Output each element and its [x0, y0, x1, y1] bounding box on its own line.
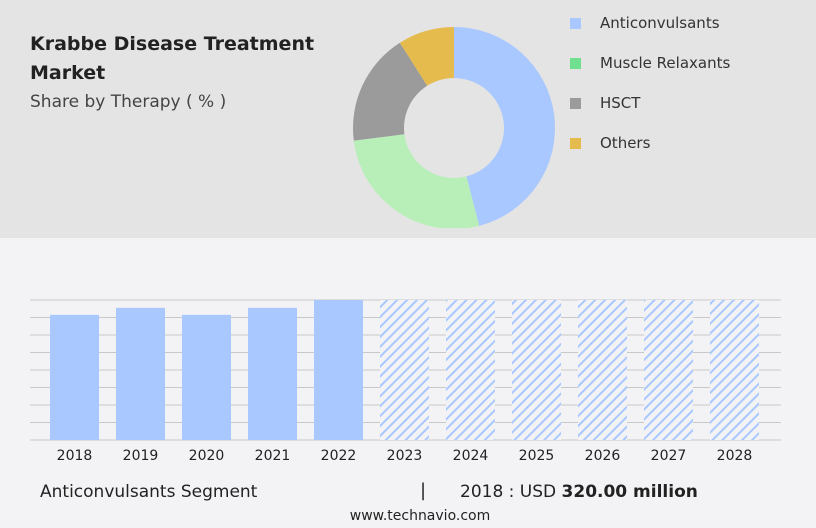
- site-url: www.technavio.com: [349, 508, 491, 524]
- year-label: 2018 : USD: [460, 482, 557, 502]
- donut-slice-anticonvulsants: [454, 27, 555, 226]
- x-tick-label: 2024: [453, 448, 489, 464]
- bar-2027: [644, 300, 693, 440]
- segment-label: Anticonvulsants Segment: [40, 482, 258, 502]
- legend-item: Anticonvulsants: [570, 14, 720, 32]
- donut-slice-hsct: [353, 42, 428, 141]
- x-tick-label: 2021: [255, 448, 291, 464]
- legend-label: Others: [600, 134, 651, 152]
- x-tick-label: 2023: [387, 448, 423, 464]
- bar-2024: [446, 300, 495, 440]
- legend-label: HSCT: [600, 94, 641, 112]
- x-tick-label: 2022: [321, 448, 357, 464]
- donut-slice-others: [399, 27, 454, 86]
- legend-label: Anticonvulsants: [600, 14, 720, 32]
- value-amount: 320.00 million: [561, 482, 698, 502]
- x-tick-label: 2027: [651, 448, 687, 464]
- legend-swatch: [570, 137, 581, 149]
- bar-2021: [248, 307, 297, 440]
- x-tick-label: 2020: [189, 448, 225, 464]
- bar-2022: [314, 300, 363, 440]
- separator: |: [420, 480, 427, 501]
- chart-subtitle: Share by Therapy ( % ): [30, 92, 227, 112]
- bar-2023: [380, 300, 429, 440]
- bar-2020: [182, 314, 231, 440]
- donut-chart: [353, 27, 555, 228]
- donut-slice-muscle-relaxants: [353, 134, 480, 228]
- legend-item: Others: [570, 134, 650, 152]
- x-tick-label: 2019: [123, 448, 159, 464]
- bar-2026: [578, 300, 627, 440]
- legend-swatch: [570, 57, 581, 69]
- bar-chart: 2018 2019 2020 2021 2022 2023 2024 2025 2026 2027…: [30, 299, 781, 464]
- legend-swatch: [570, 17, 581, 29]
- x-tick-label: 2018: [57, 448, 93, 464]
- legend-item: HSCT: [570, 94, 640, 112]
- bar-2028: [710, 300, 759, 440]
- bar-2019: [116, 307, 165, 440]
- x-tick-label: 2025: [519, 448, 555, 464]
- segment-value: 2018 : USD 320.00 million: [460, 482, 698, 502]
- legend-label: Muscle Relaxants: [600, 54, 731, 72]
- legend-swatch: [570, 97, 581, 109]
- bar-2025: [512, 300, 561, 440]
- bar-2018: [50, 314, 99, 440]
- x-tick-label: 2028: [717, 448, 753, 464]
- chart-title: Krabbe Disease Treatment Market: [30, 33, 315, 84]
- legend-item: Muscle Relaxants: [570, 54, 730, 72]
- x-tick-label: 2026: [585, 448, 621, 464]
